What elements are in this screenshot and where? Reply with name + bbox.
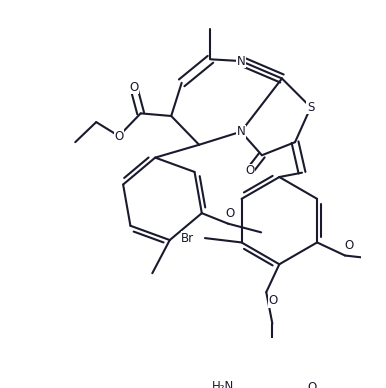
Text: O: O xyxy=(114,130,124,142)
Text: O: O xyxy=(269,294,278,307)
Text: O: O xyxy=(129,81,138,94)
Text: N: N xyxy=(237,125,245,138)
Text: O: O xyxy=(345,239,354,251)
Text: O: O xyxy=(245,165,254,177)
Text: O: O xyxy=(307,381,316,388)
Text: Br: Br xyxy=(181,232,195,244)
Text: H₂N: H₂N xyxy=(212,380,234,388)
Text: O: O xyxy=(225,207,234,220)
Text: S: S xyxy=(307,101,315,114)
Text: N: N xyxy=(237,55,245,68)
